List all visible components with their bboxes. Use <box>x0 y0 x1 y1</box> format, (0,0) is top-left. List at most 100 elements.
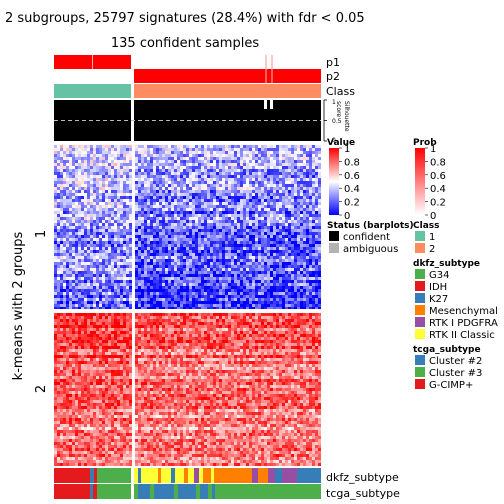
heatmap-cell <box>108 256 111 259</box>
heatmap-cell <box>81 229 84 232</box>
heatmap-cell <box>171 184 174 187</box>
heatmap-cell <box>282 220 285 223</box>
heatmap-cell <box>300 223 303 226</box>
heatmap-cell <box>225 196 228 199</box>
heatmap-cell <box>255 262 258 265</box>
heatmap-cell <box>282 223 285 226</box>
heatmap-cell <box>315 208 318 211</box>
heatmap-cell <box>246 295 249 298</box>
heatmap-cell <box>297 220 300 223</box>
heatmap-cell <box>285 298 288 301</box>
heatmap-cell <box>228 211 231 214</box>
heatmap-cell <box>69 304 72 307</box>
heatmap-cell <box>258 160 261 163</box>
heatmap-cell <box>204 211 207 214</box>
heatmap-cell <box>204 208 207 211</box>
heatmap-cell <box>120 313 123 316</box>
heatmap-cell <box>141 241 144 244</box>
heatmap-cell <box>231 295 234 298</box>
heatmap-cell <box>150 205 153 208</box>
heatmap-cell <box>144 253 147 256</box>
heatmap-cell <box>285 250 288 253</box>
heatmap-cell <box>168 208 171 211</box>
heatmap-cell <box>72 175 75 178</box>
heatmap-cell <box>270 271 273 274</box>
heatmap-cell <box>90 250 93 253</box>
heatmap-cell <box>297 205 300 208</box>
heatmap-cell <box>99 181 102 184</box>
heatmap-cell <box>123 196 126 199</box>
heatmap-cell <box>78 301 81 304</box>
heatmap-cell <box>156 268 159 271</box>
heatmap-cell <box>99 148 102 151</box>
heatmap-cell <box>78 298 81 301</box>
heatmap-cell <box>246 253 249 256</box>
heatmap-cell <box>84 298 87 301</box>
heatmap-cell <box>63 235 66 238</box>
heatmap-cell <box>237 280 240 283</box>
heatmap-cell <box>69 169 72 172</box>
heatmap-cell <box>96 229 99 232</box>
heatmap-cell <box>123 229 126 232</box>
heatmap-cell <box>318 262 321 265</box>
heatmap-cell <box>276 259 279 262</box>
heatmap-cell <box>114 244 117 247</box>
heatmap-cell <box>177 286 180 289</box>
heatmap-cell <box>117 280 120 283</box>
heatmap-cell <box>162 199 165 202</box>
heatmap-cell <box>255 223 258 226</box>
heatmap-cell <box>243 190 246 193</box>
heatmap-cell <box>309 280 312 283</box>
heatmap-cell <box>285 199 288 202</box>
heatmap-cell <box>300 274 303 277</box>
heatmap-cell <box>309 208 312 211</box>
heatmap-cell <box>135 232 138 235</box>
heatmap-cell <box>105 199 108 202</box>
heatmap-cell <box>150 259 153 262</box>
heatmap-cell <box>147 313 150 316</box>
heatmap-cell <box>237 172 240 175</box>
heatmap-cell <box>120 277 123 280</box>
heatmap-cell <box>102 253 105 256</box>
heatmap-cell <box>318 238 321 241</box>
heatmap-cell <box>198 148 201 151</box>
heatmap-cell <box>192 256 195 259</box>
heatmap-cell <box>177 154 180 157</box>
heatmap-cell <box>126 286 129 289</box>
heatmap-cell <box>309 259 312 262</box>
heatmap-cell <box>174 151 177 154</box>
heatmap-cell <box>129 250 132 253</box>
heatmap-cell <box>75 235 78 238</box>
heatmap-cell <box>150 316 153 319</box>
heatmap-cell <box>183 265 186 268</box>
heatmap-cell <box>72 211 75 214</box>
heatmap-cell <box>219 307 222 309</box>
heatmap-cell <box>255 256 258 259</box>
heatmap-cell <box>84 172 87 175</box>
heatmap-cell <box>93 184 96 187</box>
heatmap-cell <box>162 280 165 283</box>
heatmap-cell <box>144 202 147 205</box>
heatmap-cell <box>90 184 93 187</box>
heatmap-cell <box>81 190 84 193</box>
heatmap-cell <box>279 205 282 208</box>
heatmap-cell <box>219 289 222 292</box>
heatmap-cell <box>282 169 285 172</box>
heatmap-cell <box>198 199 201 202</box>
heatmap-cell <box>108 181 111 184</box>
heatmap-cell <box>285 301 288 304</box>
heatmap-cell <box>162 208 165 211</box>
heatmap-cell <box>78 169 81 172</box>
heatmap-cell <box>306 289 309 292</box>
heatmap-cell <box>195 208 198 211</box>
heatmap-cell <box>276 148 279 151</box>
heatmap-cell <box>273 211 276 214</box>
heatmap-cell <box>177 226 180 229</box>
heatmap-cell <box>282 265 285 268</box>
heatmap-cell <box>177 208 180 211</box>
heatmap-cell <box>96 283 99 286</box>
heatmap-cell <box>84 193 87 196</box>
heatmap-cell <box>159 166 162 169</box>
heatmap-cell <box>135 202 138 205</box>
heatmap-cell <box>153 292 156 295</box>
